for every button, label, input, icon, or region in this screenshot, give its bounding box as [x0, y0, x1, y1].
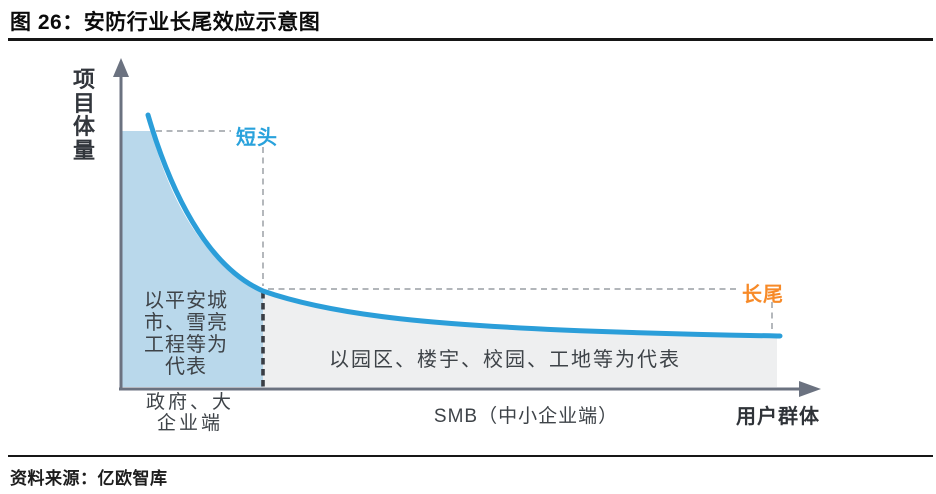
head-area — [122, 131, 263, 387]
long-tail-curve — [145, 112, 783, 339]
x-axis-title: 用户群体 — [736, 406, 820, 428]
source-attribution: 资料来源：亿欧智库 — [10, 469, 168, 488]
source-divider — [8, 455, 933, 457]
x-segment-smb: SMB（中小企业端） — [433, 406, 619, 427]
x-segment-government: 政府、大企业端 — [145, 392, 234, 434]
figure-title: 图 26：安防行业长尾效应示意图 — [10, 11, 321, 34]
x-axis-arrow-icon — [799, 381, 821, 397]
short-head-tag: 短头 — [236, 127, 278, 149]
y-axis-arrow-icon — [113, 58, 129, 77]
tail-region-annotation: 以园区、楼宇、校园、工地等为代表 — [329, 349, 681, 371]
title-divider — [8, 38, 933, 41]
long-tail-tag: 长尾 — [742, 284, 784, 306]
tail-area — [263, 291, 777, 387]
head-region-annotation: 以平安城市、雪亮工程等为代表 — [144, 290, 228, 378]
y-axis-title: 项目体量 — [72, 67, 95, 163]
